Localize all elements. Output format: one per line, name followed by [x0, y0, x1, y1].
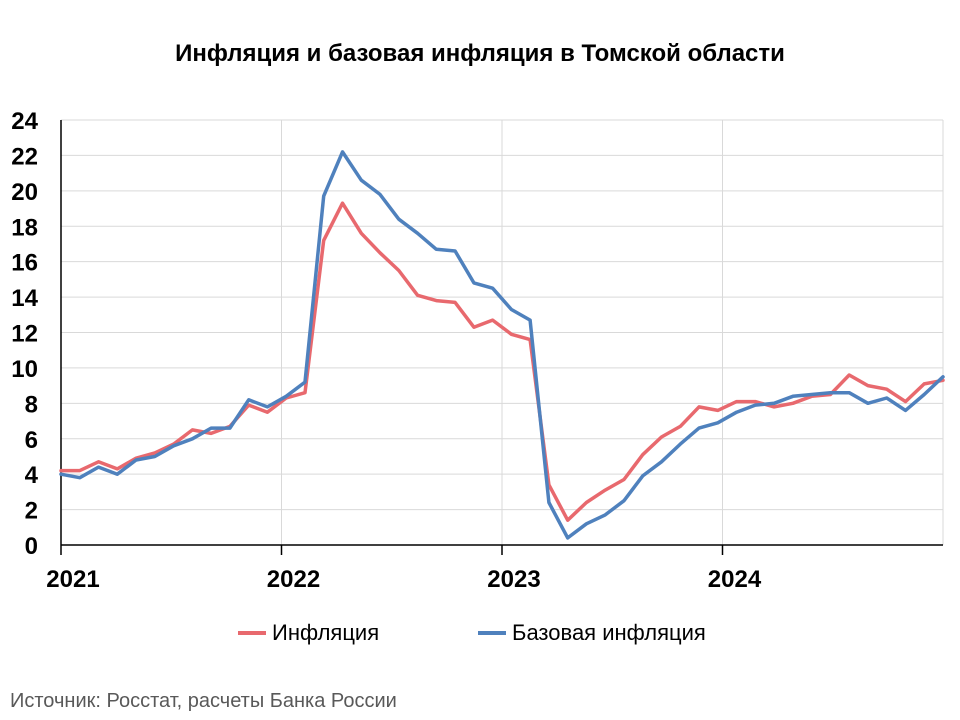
y-tick-label: 16 — [11, 250, 38, 277]
y-tick-label: 14 — [11, 285, 38, 312]
y-tick-label: 12 — [11, 321, 38, 348]
y-tick-label: 22 — [11, 143, 38, 170]
y-tick-label: 2 — [25, 498, 38, 525]
series-lines — [59, 150, 945, 540]
x-tick-label: 2021 — [46, 566, 99, 593]
y-tick-label: 8 — [25, 391, 38, 418]
legend-item-core-inflation: Базовая инфляция — [478, 620, 706, 646]
y-tick-label: 4 — [25, 462, 39, 489]
chart-title: Инфляция и базовая инфляция в Томской об… — [175, 40, 785, 67]
y-tick-label: 6 — [25, 427, 38, 454]
y-tick-label: 0 — [25, 533, 38, 560]
legend-label-inflation: Инфляция — [272, 620, 380, 645]
legend: Инфляция Базовая инфляция — [0, 620, 960, 652]
legend-swatch-inflation — [238, 631, 266, 635]
source-note: Источник: Росстат, расчеты Банка России — [10, 690, 397, 712]
x-tick-label: 2023 — [487, 566, 540, 593]
x-tick-labels: 2021 2022 2023 2024 — [46, 566, 762, 593]
series-line-inflation — [59, 201, 945, 522]
legend-item-inflation: Инфляция — [238, 620, 379, 646]
y-tick-label: 18 — [11, 214, 38, 241]
series-line-core-inflation — [59, 150, 945, 540]
legend-swatch-core-inflation — [478, 631, 506, 635]
gridlines — [60, 119, 944, 545]
y-tick-label: 10 — [11, 356, 38, 383]
x-tick-label: 2022 — [267, 566, 320, 593]
x-tick-label: 2024 — [708, 566, 762, 593]
y-tick-label: 24 — [11, 108, 38, 135]
y-tick-label: 20 — [11, 179, 38, 206]
legend-label-core-inflation: Базовая инфляция — [512, 620, 706, 645]
